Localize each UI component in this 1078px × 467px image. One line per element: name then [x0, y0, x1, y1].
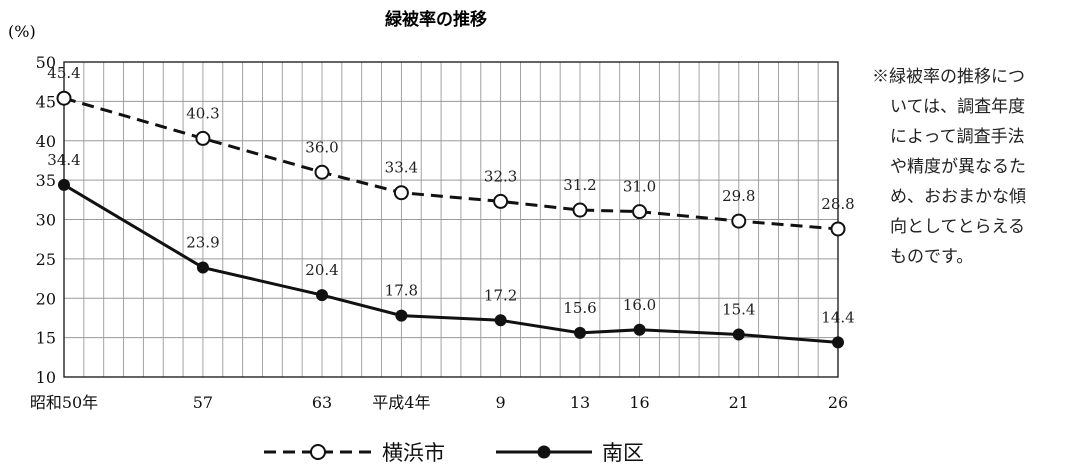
legend-swatch-dashed-open-circle — [264, 444, 372, 460]
data-label: 34.4 — [47, 151, 80, 169]
series-line-0 — [63, 96, 839, 231]
legend-item-minami: 南区 — [494, 438, 644, 466]
legend-item-yokohama: 横浜市 — [262, 438, 445, 466]
data-point — [58, 178, 70, 191]
note-line: ※緑被率の推移につ — [872, 67, 1025, 87]
x-tick-label: 昭和50年 — [30, 393, 98, 412]
data-point — [572, 202, 588, 218]
note-line: によって調査手法 — [890, 127, 1025, 147]
legend-swatch-solid-filled-circle — [496, 445, 592, 459]
plot-frame — [63, 61, 839, 378]
note-line: いては、調査年度 — [890, 97, 1026, 117]
data-label: 20.4 — [305, 261, 338, 279]
data-label: 29.8 — [722, 187, 755, 205]
data-label: 14.4 — [821, 308, 854, 326]
data-point — [732, 328, 745, 341]
data-label: 36.0 — [305, 138, 338, 156]
data-label: 45.4 — [47, 64, 80, 82]
x-axis-ticks: 昭和50年 57 63 平成4年 9 13 16 21 26 — [30, 393, 848, 412]
x-tick-label: 13 — [570, 393, 590, 412]
y-tick-label: 15 — [36, 329, 56, 348]
legend: 横浜市 南区 — [262, 438, 682, 466]
data-point — [393, 185, 409, 201]
data-point — [494, 314, 507, 327]
line-chart: 緑被率の推移 (%) 10 15 20 25 30 35 40 45 50 昭和50年 57 63 平… — [8, 9, 855, 412]
note-line: 向としてとらえる — [890, 217, 1025, 237]
y-tick-label: 40 — [36, 132, 56, 151]
y-tick-label: 25 — [36, 250, 56, 269]
data-point — [314, 164, 330, 180]
legend-label: 南区 — [602, 441, 644, 465]
note-line: や精度が異なるた — [890, 157, 1026, 177]
x-tick-label: 16 — [629, 393, 649, 412]
note-line: め、おおまかな傾 — [890, 187, 1026, 207]
x-tick-label: 26 — [828, 393, 848, 412]
data-point — [633, 323, 646, 336]
data-point — [395, 309, 408, 322]
data-label: 15.6 — [563, 299, 596, 317]
y-tick-label: 30 — [36, 211, 56, 230]
data-point — [830, 221, 846, 237]
data-label: 23.9 — [186, 234, 219, 252]
data-point — [316, 289, 328, 302]
x-tick-label: 63 — [312, 393, 332, 412]
series-line-1 — [63, 183, 839, 344]
x-tick-label: 21 — [729, 393, 749, 412]
y-axis-unit: (%) — [8, 22, 36, 41]
data-point — [493, 193, 509, 209]
series-group: 45.4 40.3 36.0 33.4 32.3 31.2 31.0 29.8 28.8 34.4… — [47, 64, 855, 349]
data-point — [196, 261, 209, 274]
legend-label: 横浜市 — [382, 441, 445, 465]
data-label: 32.3 — [484, 167, 517, 185]
data-label: 28.8 — [821, 195, 854, 213]
y-axis-ticks: 10 15 20 25 30 35 40 45 50 — [36, 53, 56, 387]
x-tick-label: 9 — [496, 393, 506, 412]
data-label: 16.0 — [623, 296, 656, 314]
y-tick-label: 45 — [36, 92, 56, 111]
data-point — [632, 204, 648, 220]
data-label: 40.3 — [186, 104, 219, 122]
x-tick-label: 57 — [193, 393, 213, 412]
note-text: ※緑被率の推移につ いては、調査年度 によって調査手法 や精度が異なるた め、お… — [872, 62, 1078, 272]
data-label: 17.2 — [484, 286, 517, 304]
x-tick-label: 平成4年 — [372, 393, 430, 412]
data-point — [56, 90, 72, 106]
data-label: 31.0 — [623, 178, 656, 196]
data-label: 33.4 — [385, 159, 418, 177]
chart-title: 緑被率の推移 — [385, 9, 487, 30]
note-line: ものです。 — [890, 247, 974, 267]
data-point — [832, 336, 844, 349]
data-label: 31.2 — [563, 176, 596, 194]
y-tick-label: 50 — [36, 53, 56, 72]
data-point — [195, 130, 211, 146]
data-point — [731, 213, 747, 229]
data-label: 15.4 — [722, 300, 755, 318]
data-label: 17.8 — [385, 282, 418, 300]
data-point — [574, 326, 586, 339]
y-tick-label: 10 — [36, 368, 56, 387]
y-tick-label: 35 — [36, 171, 56, 190]
y-tick-label: 20 — [36, 289, 56, 308]
